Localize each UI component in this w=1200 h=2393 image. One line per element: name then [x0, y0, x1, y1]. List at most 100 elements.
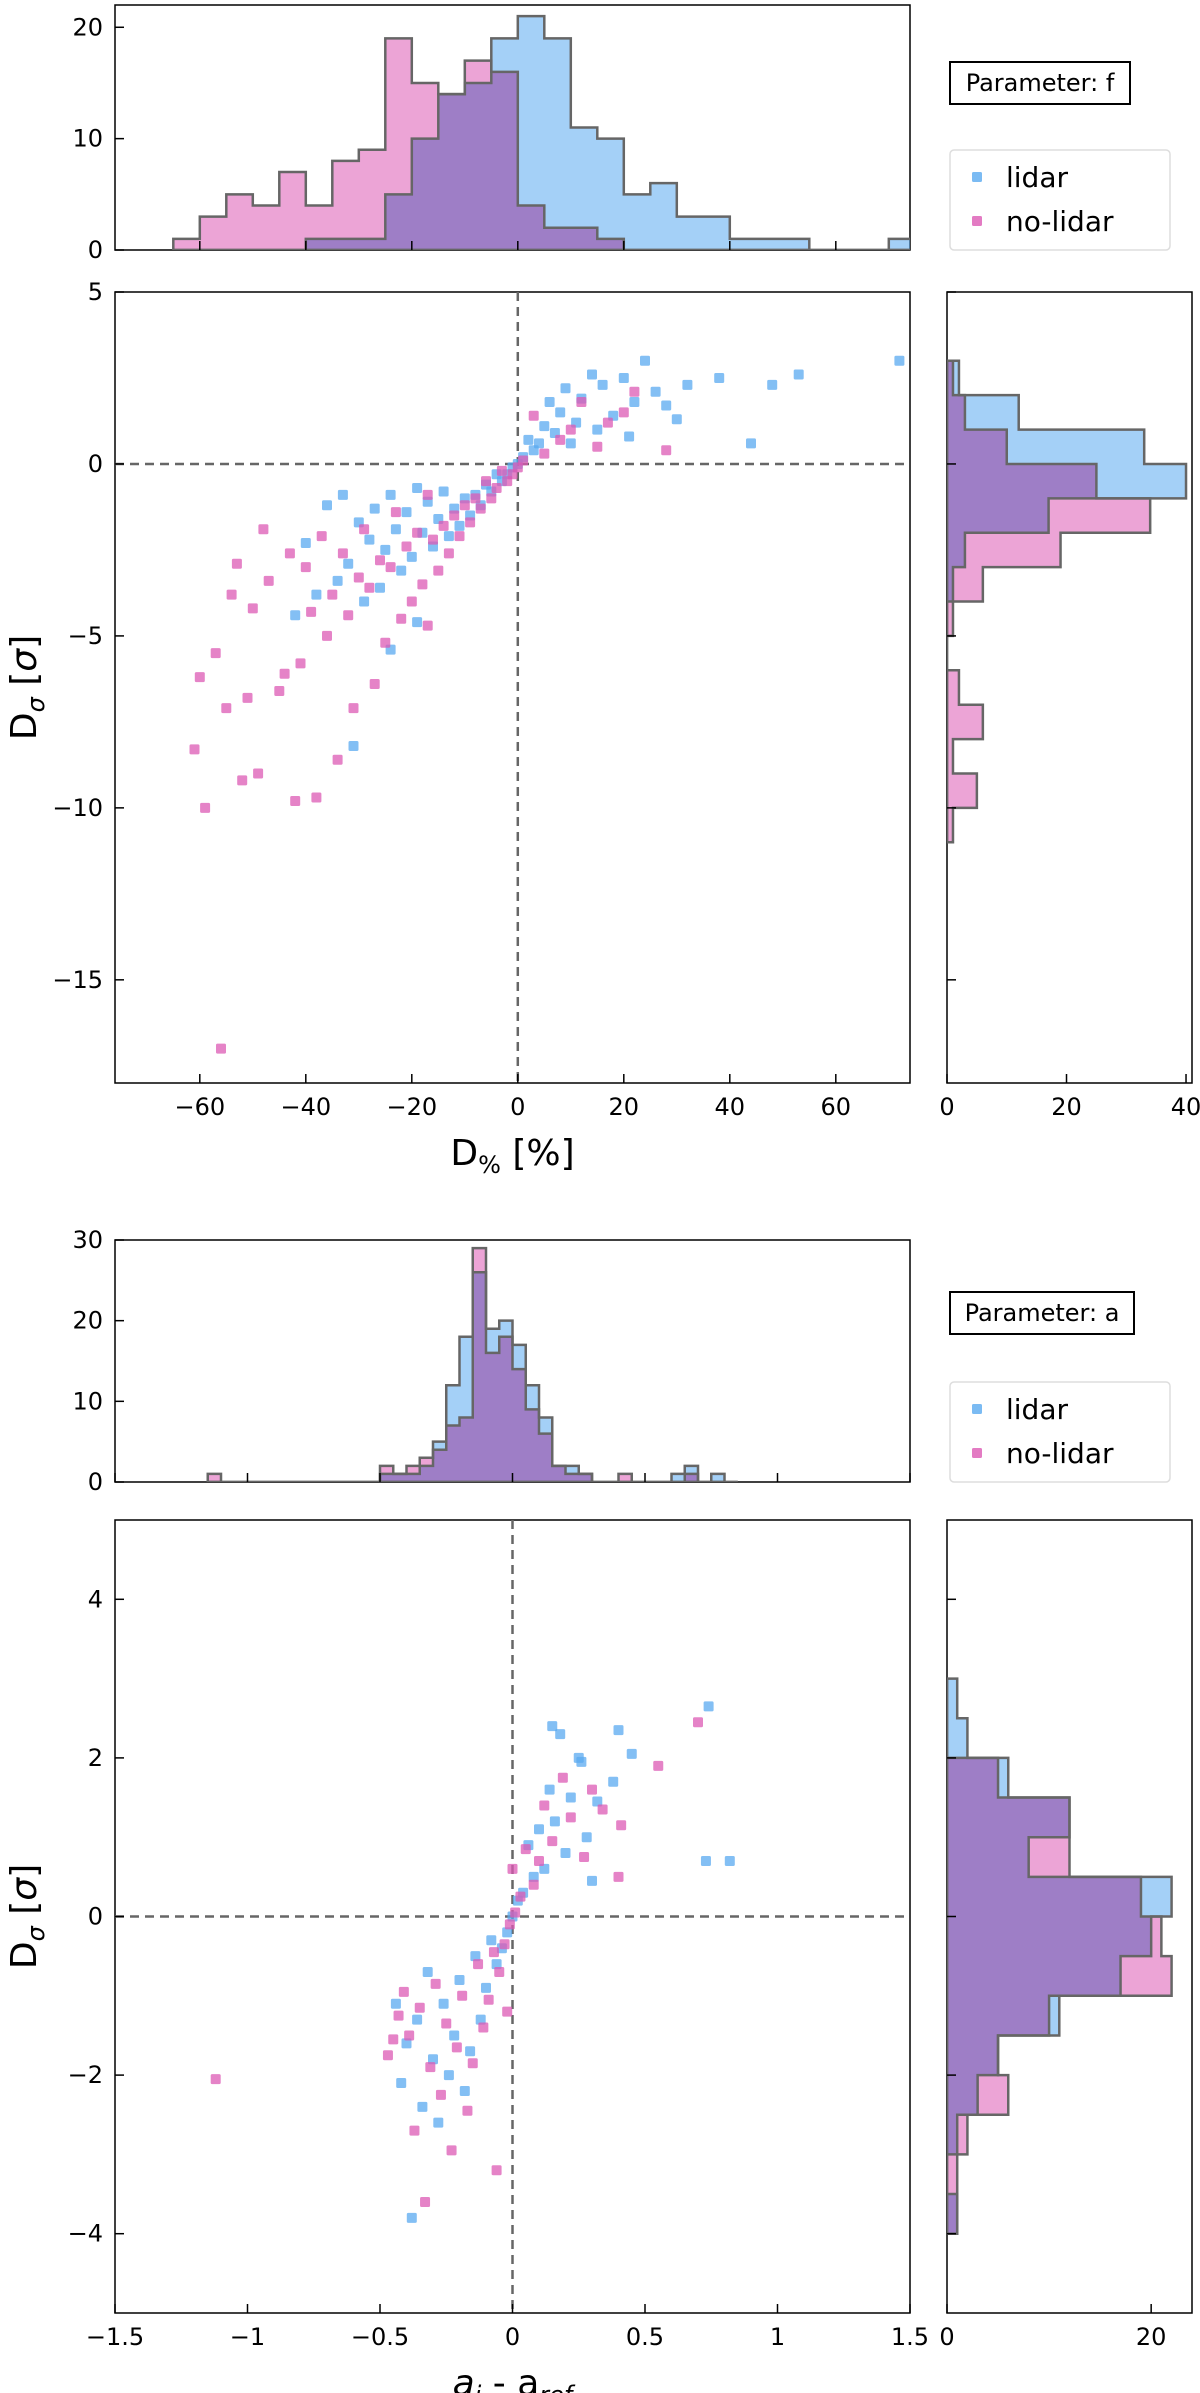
scatter-point-lidar [390, 1998, 401, 2009]
scatter-point-no-lidar [417, 579, 428, 590]
x-tick-label: −40 [280, 1093, 331, 1121]
scatter-point-no-lidar [528, 1879, 539, 1890]
scatter-point-lidar [576, 1756, 587, 1767]
scatter-point-no-lidar [385, 562, 396, 573]
scatter-point-no-lidar [693, 1717, 703, 1728]
y-tick-label: 0 [88, 450, 103, 478]
scatter-point-no-lidar [393, 2010, 404, 2021]
scatter-point-lidar [348, 740, 359, 751]
x-tick-label: 1.5 [891, 2323, 929, 2351]
y-tick-label: 4 [88, 1585, 103, 1613]
top-hist-y-tick-label: 0 [88, 236, 103, 264]
scatter-point-no-lidar [486, 493, 497, 504]
scatter-point-lidar [534, 1824, 544, 1835]
scatter-point-lidar [793, 369, 804, 380]
right-hist-overlap [947, 360, 1097, 843]
scatter-point-no-lidar [253, 768, 264, 779]
scatter-point-lidar [343, 558, 354, 569]
y-tick-label: −5 [68, 622, 103, 650]
scatter-point-no-lidar [401, 541, 412, 552]
scatter-point-no-lidar [534, 1855, 544, 1866]
scatter-point-no-lidar [465, 517, 476, 528]
scatter-point-lidar [618, 372, 629, 383]
series-lidar [390, 1701, 735, 2223]
scatter-point-no-lidar [258, 524, 269, 535]
scatter-point-lidar [592, 424, 603, 435]
scatter-point-lidar [401, 2038, 412, 2049]
scatter-point-no-lidar [420, 2196, 431, 2207]
series-no-lidar [210, 1717, 703, 2207]
scatter-point-no-lidar [457, 1990, 468, 2001]
scatter-point-lidar [560, 1848, 571, 1859]
scatter-point-no-lidar [343, 610, 354, 621]
scatter-point-no-lidar [398, 1986, 409, 1997]
scatter-point-lidar [703, 1701, 714, 1712]
scatter-point-no-lidar [510, 1907, 521, 1918]
legend-label-lidar: lidar [1006, 1393, 1068, 1426]
scatter-point-no-lidar [539, 448, 550, 459]
scatter-point-lidar [491, 1959, 502, 1970]
scatter-point-no-lidar [507, 1863, 518, 1874]
scatter-point-lidar [547, 1721, 558, 1732]
scatter-point-lidar [544, 397, 555, 408]
scatter-point-lidar [300, 538, 311, 549]
scatter-point-no-lidar [300, 562, 311, 573]
top-hist-y-tick-label: 30 [72, 1226, 103, 1254]
scatter-point-lidar [587, 1875, 597, 1886]
scatter-point-lidar [364, 534, 375, 545]
top-hist-no-lidar-edge [172, 37, 910, 250]
scatter-point-no-lidar [348, 703, 359, 714]
scatter-point-no-lidar [462, 2105, 473, 2116]
scatter-point-no-lidar [467, 2058, 478, 2069]
scatter-point-no-lidar [592, 441, 603, 452]
y-axis-label: Dσ [σ] [4, 635, 50, 740]
x-tick-label: 0.5 [626, 2323, 664, 2351]
scatter-point-no-lidar [502, 2006, 513, 2017]
scatter-point-no-lidar [425, 2062, 436, 2073]
scatter-point-no-lidar [441, 2018, 452, 2029]
x-tick-label: 60 [821, 1093, 852, 1121]
scatter-point-lidar [555, 1729, 566, 1740]
x-tick-label: 0 [510, 1093, 525, 1121]
scatter-point-no-lidar [587, 1784, 597, 1795]
scatter-point-lidar [311, 589, 322, 600]
top-hist-no-lidar-edge [206, 1246, 738, 1482]
scatter-point-lidar [443, 2070, 454, 2081]
scatter-point-no-lidar [520, 1844, 531, 1855]
scatter-point-lidar [406, 2212, 417, 2223]
scatter-point-no-lidar [499, 1939, 510, 1950]
scatter-point-no-lidar [210, 648, 221, 659]
x-axis-label: D% [%] [450, 1133, 574, 1179]
scatter-point-no-lidar [428, 534, 438, 545]
scatter-point-lidar [422, 1967, 433, 1978]
scatter-point-no-lidar [364, 582, 375, 593]
scatter-point-no-lidar [226, 589, 237, 600]
scatter-point-no-lidar [430, 1978, 441, 1989]
right-histogram-bars [947, 1677, 1173, 2235]
scatter-point-no-lidar [396, 613, 407, 624]
scatter-point-no-lidar [242, 692, 253, 703]
y-tick-label: −15 [52, 966, 103, 994]
x-tick-label: −60 [174, 1093, 225, 1121]
y-tick-label: −4 [68, 2220, 103, 2248]
scatter-point-lidar [746, 438, 756, 449]
scatter-point-no-lidar [311, 792, 322, 803]
scatter-point-no-lidar [390, 507, 401, 518]
right-hist-x-tick-label: 20 [1136, 2323, 1167, 2351]
scatter-point-no-lidar [406, 596, 417, 607]
scatter-point-no-lidar [470, 493, 481, 504]
scatter-point-lidar [322, 500, 332, 511]
scatter-point-no-lidar [613, 1871, 624, 1882]
legend-marker-no-lidar [972, 216, 982, 226]
scatter-point-lidar [290, 610, 301, 621]
scatter-point-no-lidar [494, 1967, 505, 1978]
y-tick-label: 2 [88, 1744, 103, 1772]
right-hist-lidar-edge [947, 359, 1188, 843]
scatter-point-lidar [465, 2046, 476, 2057]
scatter-point-no-lidar [555, 434, 566, 445]
y-tick-label: −2 [68, 2061, 103, 2089]
scatter-point-lidar [597, 379, 608, 390]
scatter-point-no-lidar [576, 397, 587, 408]
scatter-point-lidar [613, 1725, 624, 1736]
scatter-point-lidar [661, 400, 672, 411]
